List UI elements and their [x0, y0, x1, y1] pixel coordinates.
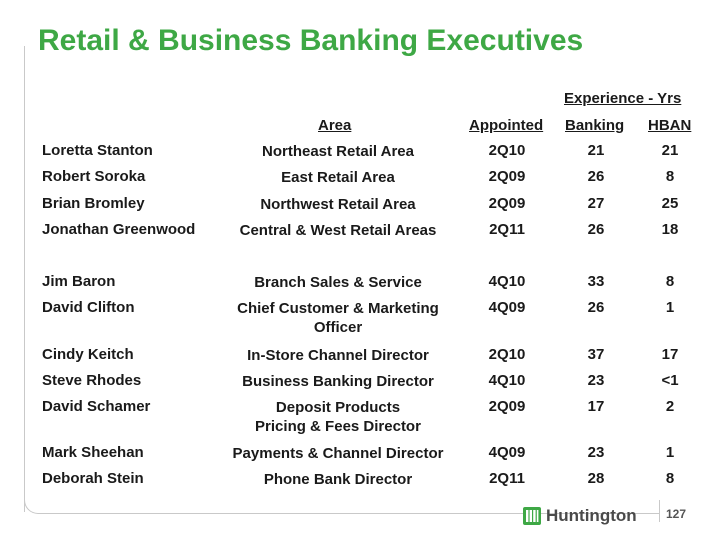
- appointed-value: 2Q09: [488, 398, 526, 415]
- executive-area: Branch Sales & Service: [254, 274, 422, 291]
- hban-years: 25: [661, 195, 679, 212]
- table-row: David Schamer Deposit Products Pricing &…: [0, 398, 720, 435]
- executive-area: East Retail Area: [281, 169, 395, 186]
- banking-years: 17: [587, 398, 605, 415]
- appointed-value: 4Q09: [488, 299, 526, 316]
- hban-years: 8: [665, 168, 675, 185]
- column-header-banking: Banking: [565, 117, 625, 134]
- table-row: Brian Bromley Northwest Retail Area 2Q09…: [0, 195, 720, 219]
- column-header-area: Area: [318, 117, 352, 134]
- appointed-value: 2Q11: [489, 221, 525, 238]
- banking-years: 27: [587, 195, 605, 212]
- executive-name: Cindy Keitch: [42, 346, 134, 363]
- appointed-value: 2Q09: [488, 168, 526, 185]
- appointed-value: 2Q11: [489, 470, 525, 487]
- banking-years: 23: [587, 444, 605, 461]
- experience-group-header: Experience - Yrs: [564, 90, 682, 107]
- executive-name: Robert Soroka: [42, 168, 146, 185]
- hban-years: 18: [661, 221, 679, 238]
- banking-years: 23: [587, 372, 605, 389]
- huntington-logo-icon: [523, 507, 541, 525]
- banking-years: 37: [587, 346, 605, 363]
- executive-area: Phone Bank Director: [263, 471, 413, 488]
- executive-area: Chief Customer & Marketing Officer: [237, 300, 439, 336]
- hban-years: 1: [665, 299, 675, 316]
- banking-years: 26: [587, 221, 605, 238]
- appointed-value: 4Q10: [488, 372, 526, 389]
- executive-area: Northwest Retail Area: [260, 196, 416, 213]
- hban-years: 8: [665, 273, 675, 290]
- hban-years: 17: [661, 346, 679, 363]
- executive-area: Business Banking Director: [242, 373, 434, 390]
- hban-years: 2: [665, 398, 675, 415]
- appointed-value: 2Q09: [488, 195, 526, 212]
- table-row: Mark Sheehan Payments & Channel Director…: [0, 444, 720, 468]
- executive-name: Brian Bromley: [42, 195, 145, 212]
- executive-name: Mark Sheehan: [42, 444, 144, 461]
- executive-area: Northeast Retail Area: [262, 143, 414, 160]
- hban-years: <1: [661, 372, 679, 389]
- banking-years: 21: [587, 142, 605, 159]
- hban-years: 1: [665, 444, 675, 461]
- huntington-logo: Huntington: [522, 505, 637, 527]
- table-row: Jonathan Greenwood Central & West Retail…: [0, 221, 720, 245]
- executive-name: Jim Baron: [42, 273, 116, 290]
- table-row: Loretta Stanton Northeast Retail Area 2Q…: [0, 142, 720, 166]
- executive-area: Deposit Products Pricing & Fees Director: [255, 399, 421, 435]
- executive-name: Deborah Stein: [42, 470, 144, 487]
- executive-name: Jonathan Greenwood: [42, 221, 196, 238]
- executive-name: David Clifton: [42, 299, 135, 316]
- executive-area: Payments & Channel Director: [232, 445, 444, 462]
- table-row: Deborah Stein Phone Bank Director 2Q11 2…: [0, 470, 720, 494]
- appointed-value: 2Q10: [488, 346, 526, 363]
- banking-years: 26: [587, 168, 605, 185]
- executive-name: David Schamer: [42, 398, 151, 415]
- hban-years: 21: [661, 142, 679, 159]
- slide-title: Retail & Business Banking Executives: [38, 24, 584, 57]
- executive-name: Loretta Stanton: [42, 142, 153, 159]
- appointed-value: 4Q09: [488, 444, 526, 461]
- table-row: Jim Baron Branch Sales & Service 4Q10 33…: [0, 273, 720, 297]
- column-header-hban: HBAN: [648, 117, 692, 134]
- table-row: David Clifton Chief Customer & Marketing…: [0, 299, 720, 336]
- slide-frame-left: [24, 46, 25, 512]
- executive-area: Central & West Retail Areas: [239, 222, 437, 239]
- column-header-appointed: Appointed: [469, 117, 544, 134]
- executive-name: Steve Rhodes: [42, 372, 142, 389]
- page-number: 127: [666, 507, 687, 521]
- banking-years: 28: [587, 470, 605, 487]
- table-row: Cindy Keitch In-Store Channel Director 2…: [0, 346, 720, 370]
- appointed-value: 4Q10: [488, 273, 526, 290]
- table-row: Steve Rhodes Business Banking Director 4…: [0, 372, 720, 396]
- slide-frame-right: [659, 500, 660, 522]
- executive-area: In-Store Channel Director: [247, 347, 429, 364]
- table-row: Robert Soroka East Retail Area 2Q09 26 8: [0, 168, 720, 192]
- appointed-value: 2Q10: [488, 142, 526, 159]
- banking-years: 26: [587, 299, 605, 316]
- brand-name: Huntington: [546, 506, 637, 525]
- banking-years: 33: [587, 273, 605, 290]
- hban-years: 8: [665, 470, 675, 487]
